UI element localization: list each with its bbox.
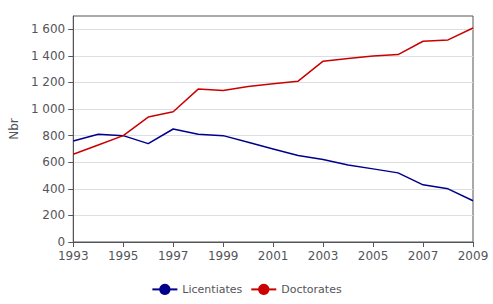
svg-text:Nbr: Nbr xyxy=(7,118,21,140)
svg-text:1 200: 1 200 xyxy=(31,75,65,89)
svg-text:2007: 2007 xyxy=(408,249,439,263)
svg-text:1 400: 1 400 xyxy=(31,49,65,63)
svg-text:400: 400 xyxy=(42,182,65,196)
svg-text:1997: 1997 xyxy=(158,249,189,263)
svg-text:0: 0 xyxy=(58,235,66,249)
svg-text:2003: 2003 xyxy=(308,249,339,263)
svg-text:Licentiates: Licentiates xyxy=(182,283,242,296)
svg-text:1995: 1995 xyxy=(108,249,139,263)
svg-text:200: 200 xyxy=(42,208,65,222)
svg-text:1 000: 1 000 xyxy=(31,102,65,116)
svg-text:1993: 1993 xyxy=(58,249,89,263)
svg-text:800: 800 xyxy=(42,129,65,143)
svg-text:1999: 1999 xyxy=(208,249,239,263)
svg-text:2005: 2005 xyxy=(358,249,389,263)
svg-text:600: 600 xyxy=(42,155,65,169)
svg-text:2009: 2009 xyxy=(458,249,489,263)
svg-text:1 600: 1 600 xyxy=(31,22,65,36)
svg-text:Doctorates: Doctorates xyxy=(281,283,342,296)
svg-text:2001: 2001 xyxy=(258,249,289,263)
